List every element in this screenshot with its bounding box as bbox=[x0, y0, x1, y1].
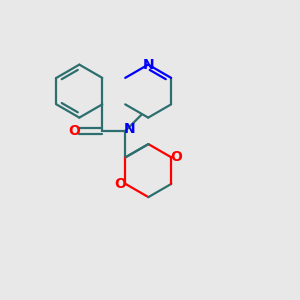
Text: O: O bbox=[171, 150, 183, 164]
Text: N: N bbox=[124, 122, 136, 136]
Text: N: N bbox=[142, 58, 154, 72]
Text: O: O bbox=[114, 177, 126, 191]
Text: O: O bbox=[68, 124, 80, 138]
